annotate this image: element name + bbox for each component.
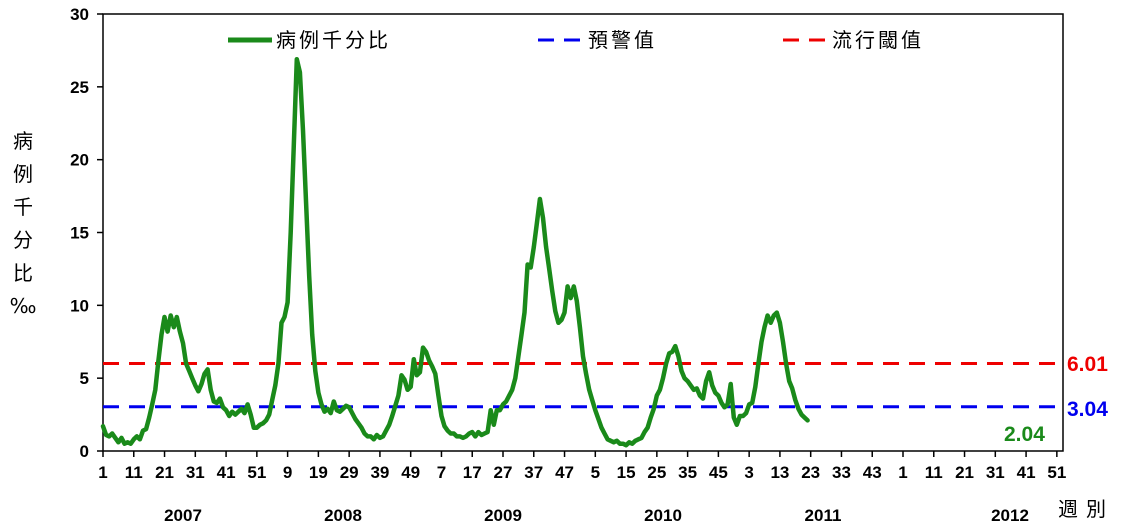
x-tick-label: 29	[340, 463, 359, 482]
x-tick-label: 49	[401, 463, 420, 482]
legend-label-alert: 預警值	[588, 28, 657, 52]
legend: 病例千分比 預警值 流行閾值	[228, 28, 924, 52]
x-tick-label: 37	[524, 463, 543, 482]
y-axis-title: 病例千分比 ‰	[10, 129, 37, 318]
series-line-0	[100, 56, 810, 448]
x-tick-label: 47	[555, 463, 574, 482]
x-axis: 1 11 21 31 41 51 9 19 29 39 49 7 17 27 37 47 5 15 25 35 45 3 1…	[98, 451, 1066, 482]
latest-value-label: 2.04	[1004, 423, 1045, 446]
x-tick-label: 1	[898, 463, 907, 482]
y-tick-label: 25	[70, 78, 89, 97]
legend-label-case-rate: 病例千分比	[276, 28, 391, 52]
legend-label-epidemic: 流行閾值	[832, 28, 924, 52]
x-tick-label: 25	[647, 463, 666, 482]
y-axis-title-char: 病	[13, 129, 33, 153]
y-axis-title-char: 分	[13, 228, 33, 252]
y-axis-title-char: 比	[13, 261, 33, 285]
alert-threshold-label: 3.04	[1067, 398, 1108, 421]
x-tick-label: 1	[98, 463, 107, 482]
series-layer	[100, 56, 810, 448]
x-tick-label: 39	[370, 463, 389, 482]
x-tick-label: 51	[1047, 463, 1066, 482]
y-tick-label: 10	[70, 296, 89, 315]
year-label-2011: 2011	[805, 506, 842, 525]
x-tick-label: 15	[617, 463, 636, 482]
x-tick-label: 27	[494, 463, 513, 482]
epidemic-threshold-label: 6.01	[1067, 353, 1108, 376]
y-axis-title-char: 千	[13, 195, 33, 219]
year-labels: 2007 2008 2009 2010 2011 2012	[164, 506, 1029, 525]
x-tick-label: 43	[863, 463, 882, 482]
y-axis-title-char: ‰	[10, 294, 37, 318]
x-tick-label: 33	[832, 463, 851, 482]
y-tick-label: 15	[70, 224, 89, 243]
x-tick-label: 19	[309, 463, 328, 482]
year-label-2010: 2010	[644, 506, 682, 525]
x-axis-title: 週別	[1058, 497, 1114, 521]
threshold-lines	[103, 361, 1063, 409]
year-label-2008: 2008	[324, 506, 362, 525]
plot-area-border	[102, 13, 1064, 452]
x-tick-label: 23	[801, 463, 820, 482]
x-tick-label: 21	[955, 463, 974, 482]
x-tick-label: 11	[925, 463, 943, 482]
x-tick-label: 41	[1017, 463, 1036, 482]
x-tick-label: 3	[744, 463, 753, 482]
x-tick-label: 45	[709, 463, 728, 482]
x-tick-label: 41	[217, 463, 236, 482]
x-tick-label: 31	[186, 463, 205, 482]
x-tick-label: 9	[283, 463, 292, 482]
y-axis: 0 5 10 15 20 25 30	[70, 5, 103, 461]
x-tick-label: 5	[591, 463, 600, 482]
x-tick-label: 11	[125, 463, 143, 482]
plot-frame	[102, 13, 1064, 452]
x-tick-label: 7	[437, 463, 446, 482]
x-tick-label: 35	[678, 463, 697, 482]
y-tick-label: 20	[70, 151, 89, 170]
y-tick-label: 5	[80, 369, 89, 388]
y-axis-title-char: 例	[13, 162, 33, 186]
x-tick-label: 31	[986, 463, 1005, 482]
year-label-2012: 2012	[991, 506, 1029, 525]
year-label-2009: 2009	[484, 506, 522, 525]
x-tick-label: 21	[155, 463, 174, 482]
x-tick-label: 51	[247, 463, 266, 482]
y-tick-label: 0	[80, 442, 89, 461]
y-tick-label: 30	[70, 5, 89, 24]
year-label-2007: 2007	[164, 506, 202, 525]
x-tick-label: 17	[463, 463, 482, 482]
x-tick-label: 13	[770, 463, 789, 482]
